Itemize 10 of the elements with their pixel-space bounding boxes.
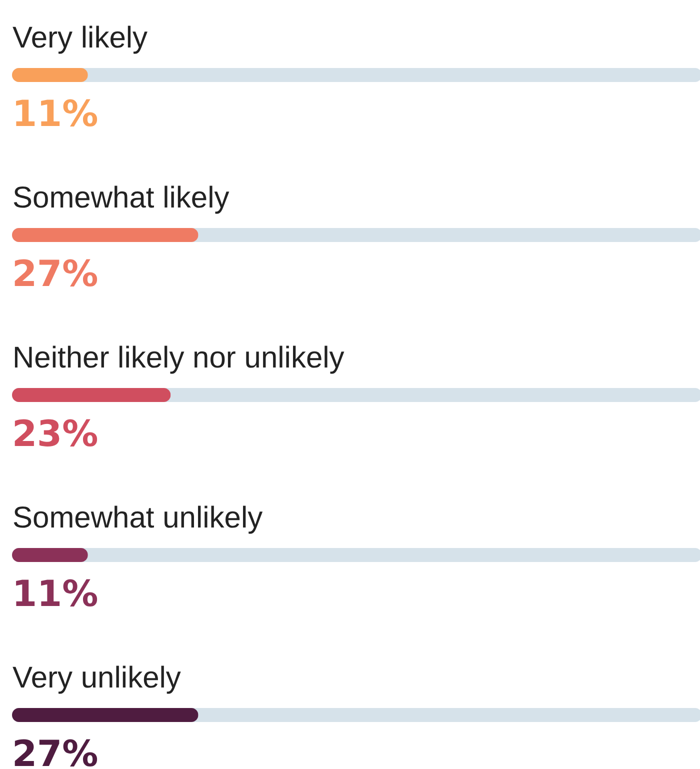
y-tick-label: Somewhat unlikely — [12, 502, 263, 534]
data-label: 23% — [12, 414, 98, 455]
data-label: 27% — [12, 254, 98, 295]
data-label: 11% — [12, 94, 98, 135]
y-tick-label: Neither likely nor unlikely — [12, 342, 344, 374]
y-tick-label: Somewhat likely — [12, 182, 230, 214]
y-tick-label: Very likely — [12, 22, 148, 54]
data-label: 27% — [12, 734, 98, 769]
y-tick-label: Very unlikely — [12, 662, 181, 694]
data-label: 11% — [12, 574, 98, 615]
